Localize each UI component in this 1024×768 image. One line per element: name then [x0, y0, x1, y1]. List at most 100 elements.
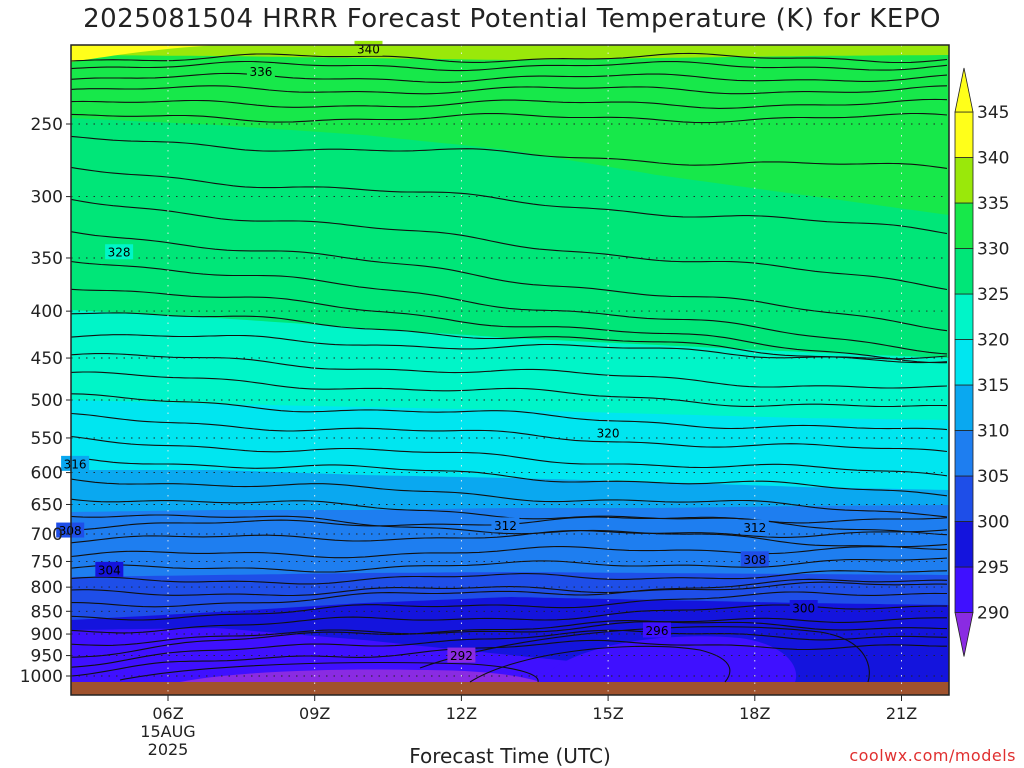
colorbar-bin-325: [954, 248, 974, 295]
y-tick-label-500: 500: [31, 391, 63, 411]
contour-label-336: 336: [249, 65, 272, 79]
contour-line-25: [71, 543, 948, 559]
colorbar: 290 295 300 305 310 315 320 325 330 335 340 345: [954, 67, 1009, 657]
y-tick-label-950: 950: [31, 647, 63, 667]
contour-line-6: [71, 135, 948, 169]
colorbar-label-305: 305: [977, 467, 1009, 487]
colorbar-bin-335: [954, 157, 974, 204]
y-tick-label-900: 900: [31, 625, 63, 645]
contour-line-24: [71, 529, 948, 544]
contour-label-bg-5: [491, 517, 520, 533]
colorbar-bin-305: [954, 430, 974, 477]
colorbar-label-340: 340: [977, 149, 1009, 169]
colorbar-bin-340: [954, 111, 974, 158]
contour-label-312: 312: [743, 521, 766, 535]
contour-line-cold-c: [419, 626, 870, 683]
x-date-label-1: 2025: [148, 740, 189, 759]
contour-label-316: 316: [64, 457, 87, 471]
contour-line-7: [71, 166, 948, 235]
contour-label-bg-9: [95, 561, 124, 577]
contour-line-30: [71, 591, 947, 621]
chart-title: 2025081504 HRRR Forecast Potential Tempe…: [83, 4, 941, 34]
contour-label-292: 292: [450, 649, 473, 663]
contour-line-cold-b: [469, 645, 731, 683]
y-tick-label-850: 850: [31, 602, 63, 622]
contour-line-17: [71, 412, 948, 453]
colorbar-bin-295: [954, 521, 974, 568]
contour-line-16: [71, 393, 948, 431]
contour-line-11: [71, 288, 947, 364]
contour-line-32: [71, 617, 947, 646]
fill-band-335: [71, 45, 949, 215]
contour-line-5: [71, 112, 948, 124]
x-date-label-0: 15AUG: [140, 722, 195, 741]
y-tick-label-250: 250: [31, 115, 63, 135]
x-axis-label: Forecast Time (UTC): [409, 744, 611, 768]
y-tick-label-750: 750: [31, 552, 63, 572]
x-tick-label-18Z: 18Z: [739, 704, 770, 723]
contour-label-bg-12: [447, 647, 476, 663]
contour-line-15: [71, 371, 948, 408]
contour-line-8: [71, 198, 948, 291]
contour-label-bg-6: [740, 519, 769, 535]
terrain-band: [71, 682, 949, 695]
contour-label-300: 300: [792, 601, 815, 615]
y-tick-label-550: 550: [31, 429, 63, 449]
contour-label-bg-11: [643, 622, 671, 638]
contour-label-bg-10: [789, 599, 818, 615]
contour-line-28: [71, 581, 948, 597]
contour-line-29: [71, 578, 948, 608]
theta-color-fill: [71, 45, 949, 695]
colorbar-label-295: 295: [977, 558, 1009, 578]
y-tick-label-450: 450: [31, 349, 63, 369]
colorbar-label-290: 290: [977, 604, 1009, 624]
contour-line-13: [71, 334, 948, 360]
pressure-axis: 250 300 350 400 450 500 550 600 650 700 750 800 850 9…: [20, 115, 71, 687]
y-tick-label-700: 700: [31, 525, 63, 545]
contour-label-328: 328: [108, 246, 131, 260]
contour-label-340: 340: [357, 42, 380, 56]
colorbar-bin-300: [954, 475, 974, 522]
contour-label-bg-7: [56, 522, 85, 538]
contour-label-320: 320: [597, 426, 620, 440]
y-tick-label-1000: 1000: [20, 667, 63, 687]
contour-label-bg-1: [246, 63, 275, 79]
colorbar-label-330: 330: [977, 240, 1009, 260]
contour-line-10: [71, 260, 948, 355]
contour-line-cold-a: [119, 662, 539, 683]
x-tick-label-15Z: 15Z: [592, 704, 623, 723]
contour-line-35: [71, 639, 947, 677]
contour-label-bg-4: [61, 455, 90, 471]
contour-line-1: [71, 60, 948, 72]
colorbar-extend-top: [954, 67, 974, 113]
credit-text: coolwx.com/models: [849, 746, 1016, 765]
colorbar-bin-320: [954, 293, 974, 340]
fill-band-345: [71, 45, 220, 62]
contour-label-304: 304: [98, 563, 121, 577]
contour-line-14: [71, 353, 948, 389]
colorbar-label-345: 345: [977, 103, 1009, 123]
contour-label-312: 312: [494, 519, 517, 533]
x-tick-label-12Z: 12Z: [446, 704, 477, 723]
contour-line-26: [71, 557, 948, 573]
contour-line-19: [71, 456, 948, 497]
colorbar-bin-315: [954, 339, 974, 386]
colorbar-label-315: 315: [977, 376, 1009, 396]
colorbar-label-300: 300: [977, 513, 1009, 533]
y-tick-label-350: 350: [31, 249, 63, 269]
x-tick-label-06Z: 06Z: [152, 704, 183, 723]
contour-label-308: 308: [743, 553, 766, 567]
contour-label-bg-8: [740, 551, 769, 567]
contour-line-0: [71, 52, 948, 64]
contour-line-9: [71, 231, 948, 332]
contour-label-308: 308: [59, 524, 82, 538]
y-tick-label-300: 300: [31, 188, 63, 208]
colorbar-extend-bottom: [954, 612, 974, 657]
x-tick-label-09Z: 09Z: [299, 704, 330, 723]
contour-label-296: 296: [646, 624, 669, 638]
colorbar-bin-330: [954, 202, 974, 249]
colorbar-label-335: 335: [977, 194, 1009, 214]
contour-line-3: [71, 85, 948, 95]
